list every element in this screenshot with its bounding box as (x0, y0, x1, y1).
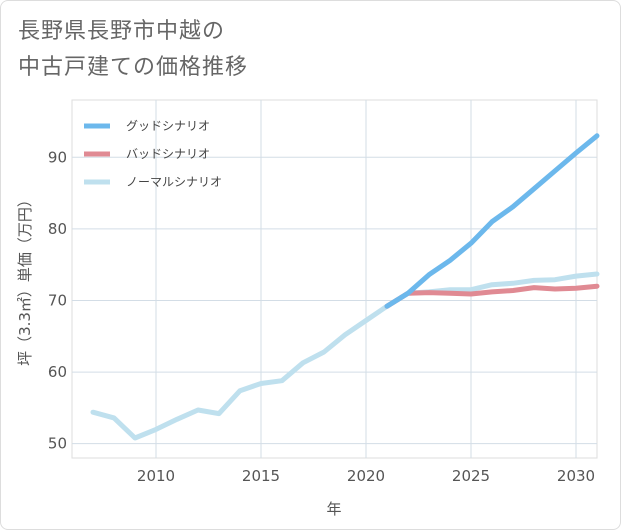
y-tick-label: 90 (48, 148, 67, 166)
x-tick-label: 2030 (557, 467, 595, 485)
chart-title-line1: 長野県長野市中越の (18, 19, 226, 44)
x-tick-label: 2010 (137, 467, 175, 485)
grid-lines (72, 100, 597, 458)
y-tick-label: 70 (48, 291, 67, 309)
x-tick-label: 2020 (347, 467, 385, 485)
legend-label: グッドシナリオ (126, 119, 210, 133)
series-line-1 (384, 133, 600, 309)
tick-labels: 2010 2015 2020 2025 2030 50 60 70 80 90 (48, 148, 595, 485)
x-axis-label: 年 (326, 500, 341, 518)
series-line-2 (384, 283, 600, 309)
y-tick-label: 50 (48, 435, 67, 453)
series-lines (90, 133, 600, 441)
series-line-3 (90, 271, 600, 441)
x-tick-label: 2025 (452, 467, 490, 485)
legend-label: バッドシナリオ (126, 147, 210, 161)
x-tick-label: 2015 (242, 467, 280, 485)
y-axis-label: 坪（3.3㎡）単価（万円） (16, 192, 34, 366)
plot-area (71, 99, 598, 459)
chart-title-line2: 中古戸建ての価格推移 (18, 55, 249, 80)
y-tick-label: 60 (48, 363, 67, 381)
legend-label: ノーマルシナリオ (126, 175, 222, 189)
chart-title: 長野県長野市中越の 中古戸建ての価格推移 (18, 14, 248, 86)
y-tick-label: 80 (48, 220, 67, 238)
